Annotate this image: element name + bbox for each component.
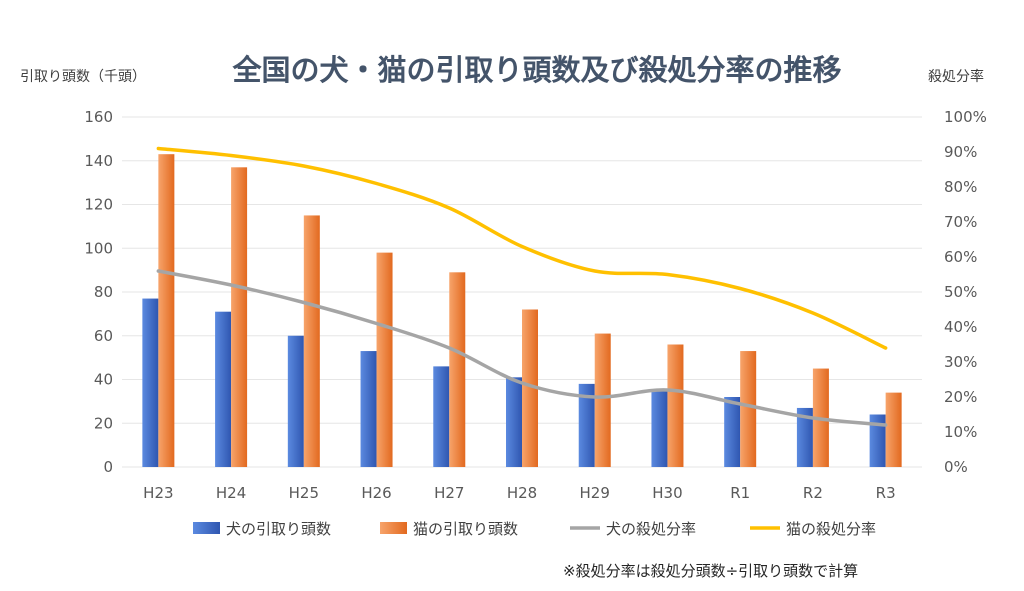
- left-tick-label: 40: [94, 371, 113, 389]
- bar-series-2: [158, 154, 902, 467]
- x-tick-label: R3: [876, 484, 896, 502]
- bar: [869, 414, 886, 467]
- left-tick-label: 140: [84, 152, 113, 170]
- bar: [449, 272, 466, 467]
- bar: [303, 215, 320, 467]
- legend-swatch: [380, 522, 407, 534]
- right-axis-title: 殺処分率: [928, 68, 984, 85]
- lines: [156, 146, 888, 427]
- bar: [231, 167, 248, 467]
- bar: [506, 377, 522, 467]
- bar: [724, 397, 741, 467]
- x-tick-label: H25: [289, 484, 319, 502]
- x-tick-label: H27: [434, 484, 464, 502]
- bars: [142, 154, 902, 467]
- right-tick-label: 60%: [944, 248, 977, 266]
- bar: [158, 154, 175, 467]
- left-tick-label: 0: [103, 458, 113, 476]
- left-axis-ticks: 0 20 40 60 80 100 120 140 160: [84, 108, 113, 476]
- bar: [522, 309, 538, 467]
- legend-label: 犬の殺処分率: [606, 520, 696, 538]
- bar: [360, 351, 377, 467]
- legend-label: 犬の引取り頭数: [226, 520, 331, 538]
- bar: [667, 344, 684, 467]
- x-tick-label: H26: [361, 484, 391, 502]
- legend: 犬の引取り頭数 猫の引取り頭数 犬の殺処分率 猫の殺処分率: [193, 520, 876, 538]
- x-tick-label: H24: [216, 484, 246, 502]
- right-tick-label: 80%: [944, 178, 977, 196]
- right-tick-label: 30%: [944, 353, 977, 371]
- x-tick-label: R2: [803, 484, 823, 502]
- left-tick-label: 20: [94, 414, 113, 432]
- right-tick-label: 100%: [944, 108, 987, 126]
- x-tick-label: H28: [507, 484, 537, 502]
- line-series-2: [156, 146, 888, 350]
- right-tick-label: 20%: [944, 388, 977, 406]
- left-tick-label: 120: [84, 196, 113, 214]
- left-tick-label: 100: [84, 239, 113, 257]
- left-axis-title: 引取り頭数（千頭）: [20, 69, 146, 85]
- right-tick-label: 10%: [944, 423, 977, 441]
- right-tick-label: 40%: [944, 318, 977, 336]
- bar: [287, 335, 304, 467]
- x-tick-label: R1: [730, 484, 750, 502]
- right-tick-label: 90%: [944, 143, 977, 161]
- left-tick-label: 160: [84, 108, 113, 126]
- legend-label: 猫の引取り頭数: [413, 520, 518, 538]
- bar: [433, 366, 450, 467]
- right-axis-ticks: 0% 10% 20% 30% 40% 50% 60% 70% 80% 90% 100%: [944, 108, 987, 476]
- right-tick-label: 50%: [944, 283, 977, 301]
- right-tick-label: 0%: [944, 458, 968, 476]
- bar: [885, 392, 902, 467]
- bar: [796, 407, 813, 467]
- legend-label: 猫の殺処分率: [786, 520, 876, 538]
- bar: [578, 383, 595, 467]
- line-series-1: [156, 269, 888, 427]
- bar: [594, 333, 611, 467]
- x-tick-label: H30: [652, 484, 682, 502]
- bar-series-1: [142, 298, 886, 467]
- bar: [215, 311, 232, 467]
- legend-swatch: [193, 522, 220, 534]
- bar: [142, 298, 159, 467]
- bar: [651, 390, 668, 467]
- right-tick-label: 70%: [944, 213, 977, 231]
- bar: [740, 351, 757, 467]
- footnote: ※殺処分率は殺処分頭数÷引取り頭数で計算: [563, 562, 858, 580]
- x-tick-label: H29: [580, 484, 610, 502]
- x-axis-ticks: H23 H24 H25 H26 H27 H28 H29 H30 R1 R2 R3: [143, 484, 895, 502]
- x-tick-label: H23: [143, 484, 173, 502]
- left-tick-label: 60: [94, 327, 113, 345]
- chart-title: 全国の犬・猫の引取り頭数及び殺処分率の推移: [231, 53, 841, 87]
- left-tick-label: 80: [94, 283, 113, 301]
- bar: [376, 252, 393, 467]
